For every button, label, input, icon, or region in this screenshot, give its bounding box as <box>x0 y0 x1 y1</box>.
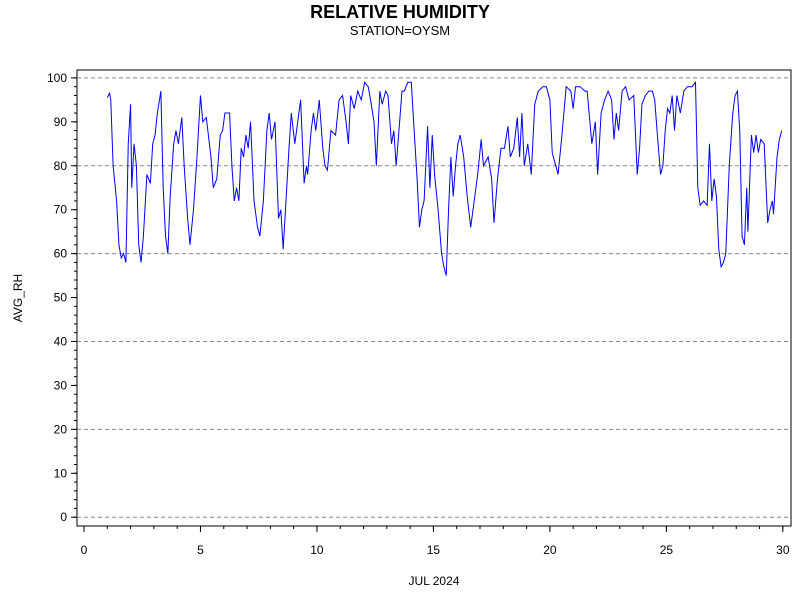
x-tick-label: 10 <box>310 543 324 557</box>
y-tick-label: 20 <box>54 422 68 436</box>
y-tick-label: 0 <box>60 510 67 524</box>
chart-subtitle: STATION=OYSM <box>350 23 450 38</box>
data-line <box>106 80 783 276</box>
x-tick-label: 30 <box>776 543 790 557</box>
x-tick-label: 25 <box>660 543 674 557</box>
x-tick-label: 15 <box>427 543 441 557</box>
y-tick-label: 100 <box>47 71 67 85</box>
plot-frame <box>76 69 792 527</box>
x-tick-label: 0 <box>81 543 88 557</box>
y-tick-label: 90 <box>54 115 68 129</box>
y-tick-label: 70 <box>54 203 68 217</box>
chart-title: RELATIVE HUMIDITY <box>310 2 490 22</box>
y-tick-label: 50 <box>54 291 68 305</box>
x-tick-label: 20 <box>543 543 557 557</box>
y-tick-label: 40 <box>54 334 68 348</box>
x-axis-label: JUL 2024 <box>409 574 460 588</box>
y-tick-label: 60 <box>54 247 68 261</box>
x-tick-label: 5 <box>197 543 204 557</box>
y-tick-label: 80 <box>54 159 68 173</box>
y-tick-label: 10 <box>54 466 68 480</box>
y-tick-label: 30 <box>54 378 68 392</box>
y-axis-label: AVG_RH <box>11 274 25 322</box>
